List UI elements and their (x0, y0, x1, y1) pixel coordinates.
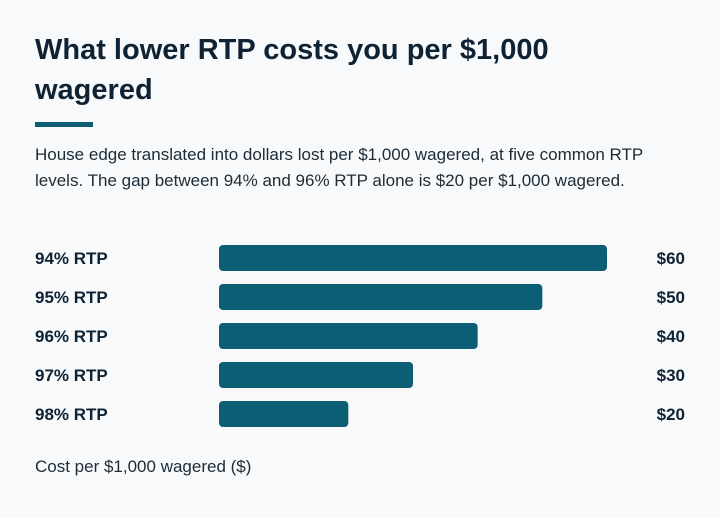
value-label-98-rtp: $20 (657, 405, 685, 424)
bar-chart-svg: 94% RTP $60 95% RTP $50 96% RTP $40 97% RTP $30… (35, 245, 685, 427)
category-label-94-rtp: 94% RTP (35, 249, 108, 268)
bar-97-rtp (219, 362, 413, 388)
bar-95-rtp (219, 284, 543, 310)
value-label-94-rtp: $60 (657, 249, 685, 268)
x-axis-label: Cost per $1,000 wagered ($) (35, 457, 252, 476)
value-label-96-rtp: $40 (657, 327, 685, 346)
chart-title: What lower RTP costs you per $1,000 wage… (35, 34, 549, 106)
title-accent-bar (35, 122, 93, 127)
category-label-96-rtp: 96% RTP (35, 327, 108, 346)
bar-chart: 94% RTP $60 95% RTP $50 96% RTP $40 97% RTP $30… (0, 236, 720, 436)
value-label-95-rtp: $50 (657, 288, 685, 307)
category-label-95-rtp: 95% RTP (35, 288, 108, 307)
category-label-98-rtp: 98% RTP (35, 405, 108, 424)
bar-98-rtp (219, 401, 349, 427)
value-label-97-rtp: $30 (657, 366, 685, 385)
bar-96-rtp (219, 323, 478, 349)
bar-94-rtp (219, 245, 607, 271)
category-label-97-rtp: 97% RTP (35, 366, 108, 385)
chart-subtitle: House edge translated into dollars lost … (35, 145, 643, 190)
